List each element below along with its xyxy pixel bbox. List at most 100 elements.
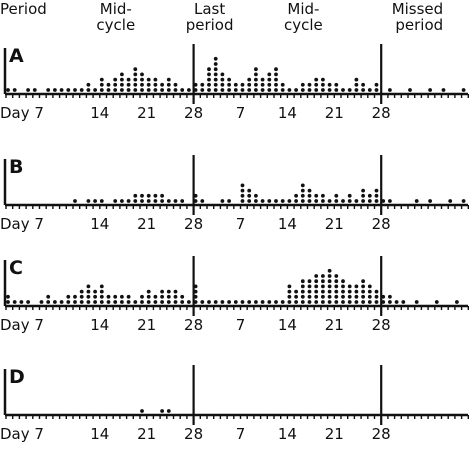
data-dot (193, 289, 198, 294)
data-dot (274, 82, 278, 87)
data-dot (274, 67, 278, 72)
data-dot (381, 199, 386, 203)
data-dot (247, 300, 252, 304)
data-dot (66, 88, 71, 92)
data-dot (321, 274, 325, 278)
data-dot (280, 82, 285, 87)
data-dot (247, 199, 252, 203)
data-dot (180, 88, 185, 92)
data-dot (367, 294, 372, 299)
data-dot (300, 82, 305, 87)
data-dot (213, 82, 218, 87)
data-dot (146, 193, 151, 198)
data-dot (187, 88, 191, 92)
data-dot (354, 77, 359, 82)
data-dot (173, 88, 178, 92)
data-dot (327, 279, 332, 284)
data-dot (227, 77, 232, 82)
data-dot (207, 300, 211, 304)
x-tick-label: Day 7 (0, 215, 44, 233)
data-dot (53, 300, 57, 304)
data-dot (341, 199, 345, 203)
data-dot (300, 289, 305, 294)
data-dot (86, 82, 91, 87)
data-dot (334, 199, 339, 203)
data-dot (133, 77, 138, 82)
data-dot (307, 284, 312, 289)
data-dot (213, 72, 218, 77)
data-dot (12, 88, 17, 92)
data-dot (166, 88, 171, 92)
data-dot (140, 82, 144, 87)
data-dot (247, 88, 252, 92)
x-tick-label: 21 (325, 425, 344, 443)
data-dot (160, 300, 165, 304)
data-dot (267, 72, 272, 77)
data-dot (193, 294, 198, 299)
data-dot (414, 199, 419, 203)
data-dot (334, 300, 339, 304)
data-dot (160, 88, 165, 92)
x-tick-label: 14 (278, 215, 297, 233)
data-dot (120, 77, 124, 82)
data-dot (133, 300, 138, 304)
panel-label: A (9, 45, 24, 67)
data-dot (146, 88, 151, 92)
data-dot (361, 284, 365, 289)
data-dot (361, 279, 365, 284)
data-dot (160, 409, 165, 413)
data-dot (99, 77, 104, 82)
data-dot (32, 88, 37, 92)
data-dot (300, 300, 305, 304)
data-dot (321, 199, 325, 203)
data-dot (146, 199, 151, 203)
data-dot (307, 279, 312, 284)
data-dot (146, 294, 151, 299)
data-dot (120, 88, 124, 92)
data-dot (153, 300, 158, 304)
data-dot (120, 300, 124, 304)
data-dot (300, 188, 305, 193)
data-dot (361, 82, 365, 87)
data-dot (26, 88, 30, 92)
panel-d: D Day 7 14 21 28 7 14 21 28 (0, 365, 469, 443)
data-dot (280, 300, 285, 304)
data-dot (86, 88, 91, 92)
data-dot (381, 294, 386, 299)
data-dot (220, 199, 225, 203)
data-dot (173, 294, 178, 299)
data-dot (267, 300, 272, 304)
data-dot (180, 294, 185, 299)
header-last-period-line-0: Last (194, 0, 225, 18)
data-dot (133, 72, 138, 77)
data-dot (133, 199, 138, 203)
data-dot (187, 300, 191, 304)
data-dot (327, 274, 332, 278)
data-dot (93, 300, 97, 304)
data-dot (334, 289, 339, 294)
data-dot (133, 82, 138, 87)
data-dot (300, 284, 305, 289)
header-mid-cycle-1-line-1: cycle (96, 16, 135, 34)
panel-label: B (9, 156, 23, 178)
data-dot (347, 300, 352, 304)
data-dot (173, 82, 178, 87)
data-dot (327, 88, 332, 92)
data-dot (99, 88, 104, 92)
data-dot (334, 88, 339, 92)
data-dot (260, 199, 265, 203)
data-dot (287, 289, 292, 294)
data-dot (93, 289, 97, 294)
data-dot (287, 294, 292, 299)
data-dot (314, 88, 319, 92)
data-dot (160, 82, 165, 87)
data-dot (140, 199, 144, 203)
data-dot (321, 77, 325, 82)
data-dot (86, 284, 91, 289)
data-dot (126, 294, 131, 299)
data-dot (414, 300, 419, 304)
data-dot (59, 88, 64, 92)
data-dot (394, 300, 399, 304)
data-dot (126, 77, 131, 82)
data-dot (73, 294, 77, 299)
